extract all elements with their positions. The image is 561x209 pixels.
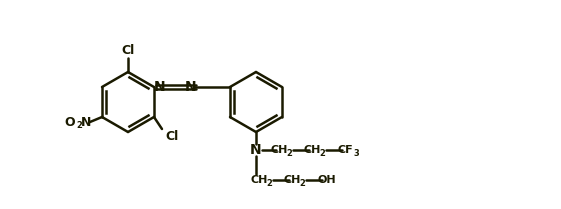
Text: N: N — [81, 116, 91, 129]
Text: CH: CH — [304, 145, 321, 155]
Text: 2: 2 — [299, 178, 305, 187]
Text: CH: CH — [283, 175, 301, 185]
Text: N: N — [250, 143, 262, 157]
Text: N: N — [154, 80, 166, 94]
Text: Cl: Cl — [165, 130, 178, 143]
Text: 2: 2 — [286, 149, 292, 158]
Text: CH: CH — [270, 145, 288, 155]
Text: 2: 2 — [319, 149, 325, 158]
Text: CH: CH — [250, 175, 268, 185]
Text: Cl: Cl — [121, 45, 135, 57]
Text: CF: CF — [337, 145, 353, 155]
Text: OH: OH — [318, 175, 336, 185]
Text: 2: 2 — [266, 178, 272, 187]
Text: 2: 2 — [76, 121, 82, 130]
Text: O: O — [65, 116, 75, 129]
Text: N: N — [185, 80, 197, 94]
Text: 3: 3 — [353, 149, 359, 158]
